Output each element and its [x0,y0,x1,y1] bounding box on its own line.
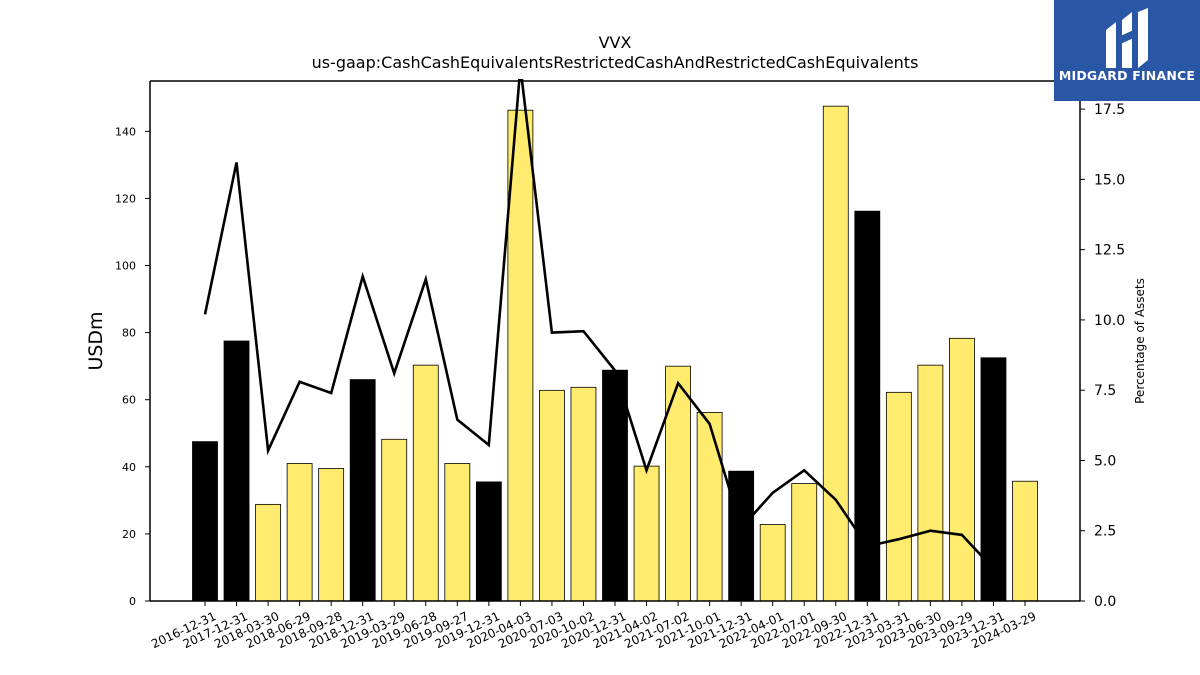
bar-2019-06-28 [412,364,439,602]
bar-2024-03-29 [1012,480,1038,602]
y-axis-label: USDm [85,311,107,370]
bar-2018-03-30 [255,503,281,602]
chart-title: VVX [599,33,632,52]
y2-tick-label: 15.0 [1094,172,1125,188]
y2-tick-label: 2.5 [1094,524,1116,540]
bar-2018-12-31 [349,379,376,602]
y-tick-label: 60 [122,394,136,407]
bar-2022-04-01 [759,524,786,602]
y2-tick-label: 0.0 [1094,594,1116,610]
bar-2016-12-31 [192,441,218,602]
percentage-line [203,79,995,570]
y-tick-label: 20 [122,528,136,541]
y-tick-label: 140 [115,125,136,138]
bar-2019-09-27 [444,463,471,602]
bar-2023-03-31 [885,391,912,602]
bar-2020-10-02 [570,386,597,602]
y2-tick-label: 5.0 [1094,453,1116,469]
y-tick-label: 100 [115,260,136,273]
bar-2020-12-31 [602,369,628,602]
bar-2017-12-31 [223,340,250,602]
chart-subtitle: us-gaap:CashCashEquivalentsRestrictedCas… [312,53,919,72]
brand-logo: MIDGARD FINANCE [1054,0,1200,101]
line-layer [203,79,995,570]
bar-2023-06-30 [917,364,944,602]
y-tick-label: 40 [122,461,136,474]
y2-axis-label: Percentage of Assets [1133,278,1147,404]
y-tick-label: 0 [129,595,136,608]
y2-tick-label: 17.5 [1094,102,1125,118]
bars-layer [192,105,1038,602]
bar-2023-09-29 [949,337,975,602]
bar-2021-04-02 [633,465,660,602]
y-tick-label: 80 [122,327,136,340]
y2-tick-label: 10.0 [1094,313,1125,329]
logo-text: MIDGARD FINANCE [1058,68,1196,83]
y-tick-label: 120 [115,192,136,205]
y2-tick-label: 7.5 [1094,383,1116,399]
bar-2019-03-29 [381,438,408,602]
bar-2020-04-03 [507,109,534,602]
bar-2021-10-01 [696,412,723,602]
bar-2020-07-03 [539,389,565,602]
bar-2022-12-31 [854,210,881,602]
bar-2023-12-31 [980,357,1007,602]
bar-2018-09-28 [318,468,345,602]
bar-2022-07-01 [791,483,818,602]
bar-2018-06-29 [286,463,313,602]
logo-mark-icon [1106,8,1148,68]
bar-2022-09-30 [822,105,849,602]
y2-tick-label: 12.5 [1094,243,1125,259]
bar-2019-12-31 [475,481,502,602]
bar-2021-07-02 [665,365,691,602]
bar-2021-12-31 [728,470,755,602]
